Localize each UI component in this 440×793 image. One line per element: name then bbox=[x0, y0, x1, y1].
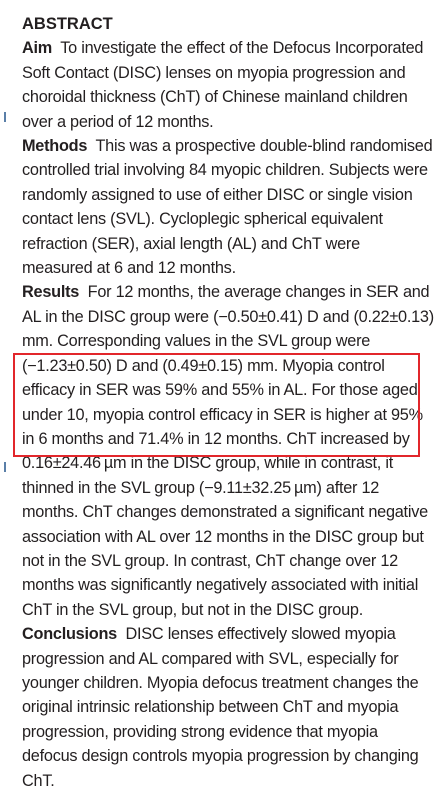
conclusions-paragraph: Conclusions DISC lenses effectively slow… bbox=[22, 622, 434, 793]
abstract-block: ABSTRACT Aim To investigate the effect o… bbox=[22, 12, 434, 793]
conclusions-label: Conclusions bbox=[22, 625, 117, 644]
conclusions-text: DISC lenses effectively slowed myopia pr… bbox=[22, 625, 419, 790]
margin-marker bbox=[4, 112, 6, 122]
aim-label: Aim bbox=[22, 39, 53, 58]
aim-text: To investigate the effect of the Defocus… bbox=[22, 39, 424, 131]
results-label: Results bbox=[22, 283, 80, 302]
results-paragraph: Results For 12 months, the average chang… bbox=[22, 280, 434, 622]
aim-paragraph: Aim To investigate the effect of the Def… bbox=[22, 36, 434, 134]
methods-text: This was a prospective double-blind rand… bbox=[22, 137, 433, 278]
methods-paragraph: Methods This was a prospective double-bl… bbox=[22, 134, 434, 280]
margin-marker bbox=[4, 462, 6, 472]
methods-label: Methods bbox=[22, 137, 88, 156]
results-text: For 12 months, the average changes in SE… bbox=[22, 283, 434, 619]
abstract-heading: ABSTRACT bbox=[22, 15, 113, 33]
